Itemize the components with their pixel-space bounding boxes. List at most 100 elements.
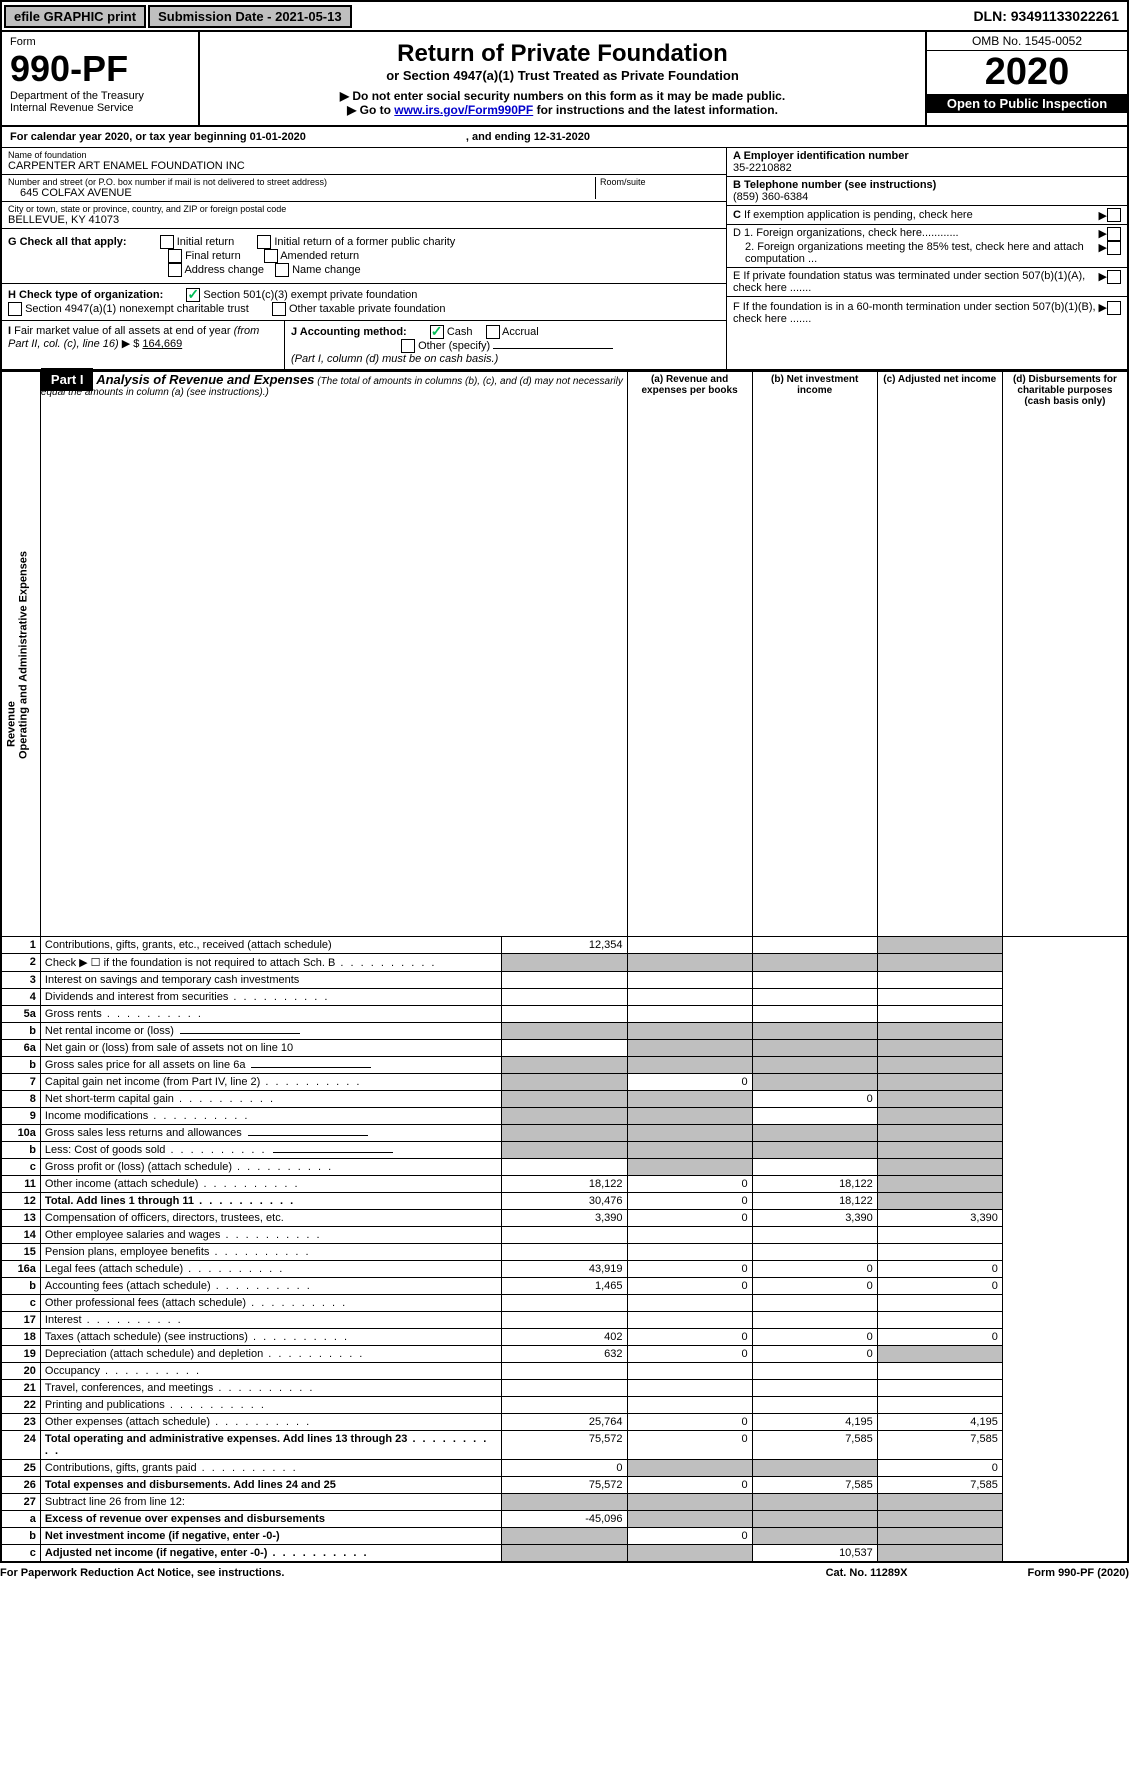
foundation-name: CARPENTER ART ENAMEL FOUNDATION INC (8, 160, 720, 172)
cb-d2[interactable] (1107, 241, 1121, 255)
cb-c[interactable] (1107, 208, 1121, 222)
col-d: (d) Disbursements for charitable purpose… (1002, 372, 1128, 937)
omb: OMB No. 1545-0052 (927, 32, 1127, 51)
j-o3: Other (specify) (418, 340, 490, 352)
cb-namechg[interactable] (275, 263, 289, 277)
room-lbl: Room/suite (600, 177, 720, 187)
cb-initial[interactable] (160, 235, 174, 249)
row-24: 24Total operating and administrative exp… (1, 1431, 1128, 1460)
cb-final[interactable] (168, 249, 182, 263)
i-lbl: I Fair market value of all assets at end… (8, 325, 259, 350)
cb-accrual[interactable] (486, 325, 500, 339)
i-val: 164,669 (142, 338, 182, 350)
subtitle: or Section 4947(a)(1) Trust Treated as P… (208, 68, 917, 83)
row-b: bNet investment income (if negative, ent… (1, 1528, 1128, 1545)
col-a: (a) Revenue and expenses per books (627, 372, 752, 937)
d1: D 1. Foreign organizations, check here..… (733, 227, 1099, 241)
cb-501c3[interactable] (186, 288, 200, 302)
g-o3: Amended return (280, 250, 359, 262)
cb-other-tax[interactable] (272, 302, 286, 316)
row-b: bNet rental income or (loss) (1, 1023, 1128, 1040)
subdate-btn: Submission Date - 2021-05-13 (148, 5, 352, 28)
j-o2: Accrual (502, 326, 539, 338)
cb-amended[interactable] (264, 249, 278, 263)
row-22: 22Printing and publications (1, 1397, 1128, 1414)
city-lbl: City or town, state or province, country… (8, 204, 720, 214)
cb-addrchg[interactable] (168, 263, 182, 277)
row-7: 7Capital gain net income (from Part IV, … (1, 1074, 1128, 1091)
note2: ▶ Go to (347, 103, 394, 117)
open-public: Open to Public Inspection (927, 94, 1127, 113)
part1-table: Revenue Operating and Administrative Exp… (0, 371, 1129, 1563)
address: 645 COLFAX AVENUE (8, 187, 595, 199)
g-o1: Initial return of a former public charit… (274, 236, 455, 248)
d2: 2. Foreign organizations meeting the 85%… (733, 241, 1099, 265)
row-b: bAccounting fees (attach schedule)1,4650… (1, 1278, 1128, 1295)
row-a: aExcess of revenue over expenses and dis… (1, 1511, 1128, 1528)
form-link[interactable]: www.irs.gov/Form990PF (394, 103, 533, 117)
row-14: 14Other employee salaries and wages (1, 1227, 1128, 1244)
row-8: 8Net short-term capital gain0 (1, 1091, 1128, 1108)
revenue-label: Revenue Operating and Administrative Exp… (1, 372, 40, 937)
row-16a: 16aLegal fees (attach schedule)43,919000 (1, 1261, 1128, 1278)
footer-c: Cat. No. 11289X (826, 1567, 908, 1579)
col-c: (c) Adjusted net income (877, 372, 1002, 937)
form-number: 990-PF (10, 48, 128, 89)
row-3: 3Interest on savings and temporary cash … (1, 972, 1128, 989)
h-lbl: H Check type of organization: (8, 289, 163, 301)
g-lbl: G Check all that apply: (8, 236, 127, 248)
row-c: cOther professional fees (attach schedul… (1, 1295, 1128, 1312)
row-23: 23Other expenses (attach schedule)25,764… (1, 1414, 1128, 1431)
efile-btn[interactable]: efile GRAPHIC print (4, 5, 146, 28)
cb-4947[interactable] (8, 302, 22, 316)
form-label: Form (10, 36, 36, 48)
row-4: 4Dividends and interest from securities (1, 989, 1128, 1006)
identity-block: Name of foundation CARPENTER ART ENAMEL … (0, 148, 1129, 371)
g-o5: Name change (292, 264, 361, 276)
irs: Internal Revenue Service (10, 102, 134, 114)
row-b: bGross sales price for all assets on lin… (1, 1057, 1128, 1074)
h-o3: Other taxable private foundation (289, 303, 446, 315)
row-5a: 5aGross rents (1, 1006, 1128, 1023)
phone: (859) 360-6384 (733, 191, 808, 203)
cb-e[interactable] (1107, 270, 1121, 284)
cal-end: , and ending 12-31-2020 (466, 131, 590, 143)
cb-other-acct[interactable] (401, 339, 415, 353)
tax-year: 2020 (927, 51, 1127, 94)
g-o4: Address change (184, 264, 264, 276)
title: Return of Private Foundation (208, 40, 917, 68)
row-c: cAdjusted net income (if negative, enter… (1, 1545, 1128, 1563)
row-27: 27Subtract line 26 from line 12: (1, 1494, 1128, 1511)
row-1: 1Contributions, gifts, grants, etc., rec… (1, 937, 1128, 954)
row-25: 25Contributions, gifts, grants paid00 (1, 1460, 1128, 1477)
row-21: 21Travel, conferences, and meetings (1, 1380, 1128, 1397)
col-b: (b) Net investment income (752, 372, 877, 937)
cb-initial-former[interactable] (257, 235, 271, 249)
f: F If the foundation is in a 60-month ter… (733, 301, 1099, 325)
row-10a: 10aGross sales less returns and allowanc… (1, 1125, 1128, 1142)
city: BELLEVUE, KY 41073 (8, 214, 720, 226)
ein: 35-2210882 (733, 162, 792, 174)
addr-lbl: Number and street (or P.O. box number if… (8, 177, 595, 187)
calendar-row: For calendar year 2020, or tax year begi… (0, 127, 1129, 148)
footer: For Paperwork Reduction Act Notice, see … (0, 1563, 1129, 1583)
row-17: 17Interest (1, 1312, 1128, 1329)
j-lbl: J Accounting method: (291, 326, 407, 338)
cal-begin: For calendar year 2020, or tax year begi… (10, 131, 306, 143)
name-lbl: Name of foundation (8, 150, 720, 160)
b-lbl: B Telephone number (see instructions) (733, 179, 936, 191)
note1: ▶ Do not enter social security numbers o… (208, 89, 917, 103)
cb-cash[interactable] (430, 325, 444, 339)
a-lbl: A Employer identification number (733, 150, 909, 162)
cb-f[interactable] (1107, 301, 1121, 315)
note3: for instructions and the latest informat… (533, 103, 778, 117)
row-19: 19Depreciation (attach schedule) and dep… (1, 1346, 1128, 1363)
c-lbl: If exemption application is pending, che… (744, 209, 973, 221)
row-15: 15Pension plans, employee benefits (1, 1244, 1128, 1261)
row-13: 13Compensation of officers, directors, t… (1, 1210, 1128, 1227)
cb-d1[interactable] (1107, 227, 1121, 241)
row-18: 18Taxes (attach schedule) (see instructi… (1, 1329, 1128, 1346)
g-o0: Initial return (177, 236, 234, 248)
row-11: 11Other income (attach schedule)18,12201… (1, 1176, 1128, 1193)
row-9: 9Income modifications (1, 1108, 1128, 1125)
